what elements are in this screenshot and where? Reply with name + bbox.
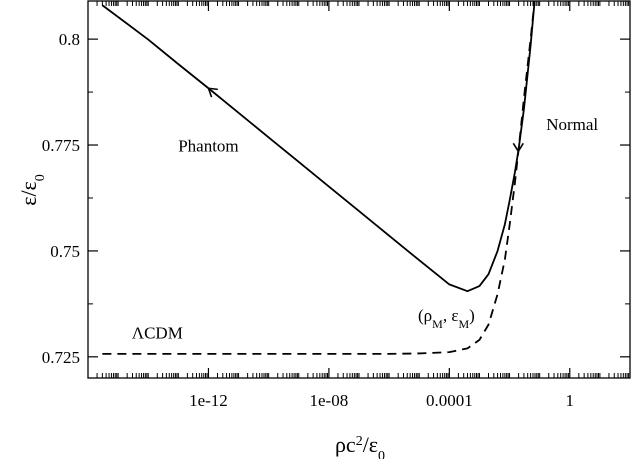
lcdm-curve [102, 1, 536, 355]
direction-arrow [512, 142, 524, 153]
y-tick-label: 0.75 [50, 242, 80, 261]
tick-labels: 1e-12 1e-08 0.0001 1 0.725 0.75 0.775 0.8 [42, 30, 574, 410]
annotation-point: (ρM, εM) [418, 306, 475, 331]
direction-arrow [207, 87, 218, 98]
y-axis-label: ε/ε0 [16, 174, 48, 206]
annotation-lcdm: ΛCDM [132, 324, 183, 343]
y-tick-label: 0.775 [42, 136, 80, 155]
axis-ticks [87, 1, 631, 378]
annotation-normal: Normal [546, 115, 598, 134]
x-axis-label: ρc2/ε0 [335, 432, 385, 459]
x-tick-label: 1 [566, 391, 575, 410]
y-tick-label: 0.725 [42, 348, 80, 367]
phantom-normal-curve [101, 1, 536, 293]
plot-series [101, 1, 536, 355]
x-tick-label: 0.0001 [426, 391, 473, 410]
annotation-phantom: Phantom [178, 136, 238, 155]
x-tick-label: 1e-12 [189, 391, 228, 410]
annotations: Phantom Normal ΛCDM (ρM, εM) [132, 87, 598, 343]
x-tick-label: 1e-08 [310, 391, 349, 410]
y-tick-label: 0.8 [59, 30, 80, 49]
